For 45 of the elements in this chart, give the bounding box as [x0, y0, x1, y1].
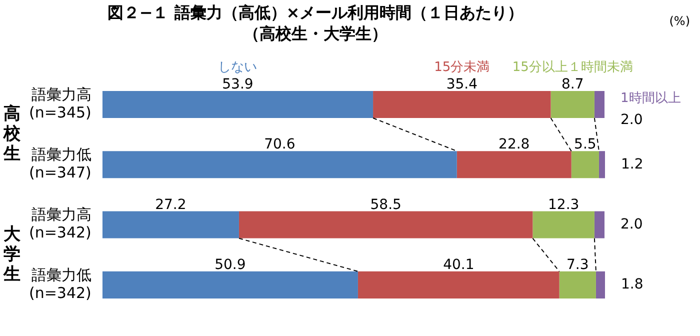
data-label: 2.0: [620, 216, 643, 232]
data-label: 1.8: [621, 276, 644, 293]
series-label: しない: [218, 60, 258, 75]
data-label: 5.5: [574, 136, 596, 153]
bar: [358, 271, 560, 298]
bar: [550, 90, 594, 118]
data-label: 58.5: [370, 196, 402, 213]
bar: [571, 151, 599, 178]
data-label: 2.0: [620, 112, 643, 128]
text: (%): [669, 14, 690, 28]
y-tick-label: 語彙力高 (n=342): [28, 206, 92, 242]
data-label: 27.2: [155, 196, 186, 213]
series-label: 1時間以上: [620, 90, 681, 106]
bar: [594, 211, 604, 238]
bar: [532, 211, 594, 238]
data-label: 35.4: [446, 76, 478, 93]
bar: [102, 90, 374, 118]
data-label: 40.1: [443, 257, 474, 274]
text: 高校生: [2, 104, 22, 164]
text: 大学生: [2, 224, 22, 284]
bar: [102, 211, 239, 238]
bar: [598, 151, 605, 178]
data-label: 7.3: [566, 257, 589, 274]
data-label: 50.9: [214, 257, 246, 274]
y-tick-label: 語彙力高 (n=345): [28, 85, 92, 122]
data-label: 12.3: [548, 196, 580, 213]
y-tick-label: 語彙力低 (n=342): [28, 266, 92, 302]
chart-title: 図２−１ 語彙力（高低）×メール利用時間（１日あたり）: [107, 2, 524, 22]
bar: [102, 151, 457, 178]
y-tick-label: 語彙力低 (n=347): [28, 146, 92, 182]
chart-subtitle: （高校生・大学生）: [244, 24, 388, 43]
data-label: 1.2: [621, 156, 644, 172]
data-label: 70.6: [264, 136, 296, 153]
data-label: 53.9: [222, 76, 254, 93]
series-label: 15分以上１時間未満: [512, 60, 633, 75]
data-label: 22.8: [498, 136, 530, 153]
bar: [594, 90, 604, 118]
data-label: 8.7: [561, 76, 584, 93]
bar: [373, 90, 551, 118]
bar: [456, 151, 572, 178]
bar: [596, 271, 605, 298]
bar: [238, 211, 533, 238]
series-label: 15分未満: [434, 60, 490, 75]
bar: [559, 271, 596, 298]
bar: [102, 271, 358, 298]
